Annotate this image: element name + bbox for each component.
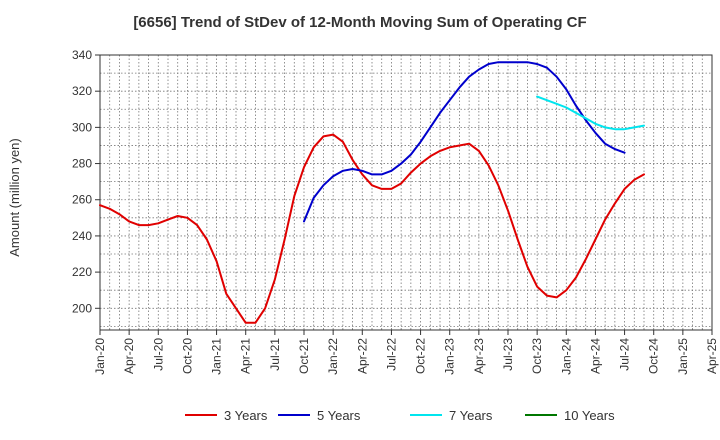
series-line-5-years (303, 61, 626, 223)
x-tick-label: Oct-20 (180, 338, 194, 374)
series-line-3-years (99, 133, 645, 324)
chart-title: [6656] Trend of StDev of 12-Month Moving… (133, 14, 587, 31)
legend-label-3-years: 3 Years (224, 408, 268, 423)
series-lines (99, 61, 645, 324)
x-tick-label: Apr-22 (355, 338, 369, 374)
x-tick-label: Oct-24 (647, 338, 661, 374)
x-tick-label: Oct-21 (297, 338, 311, 374)
y-tick-label: 340 (72, 48, 92, 62)
legend-label-7-years: 7 Years (449, 408, 493, 423)
legend: 3 Years 5 Years 7 Years 10 Years (185, 408, 615, 423)
x-tick-label: Jan-23 (443, 338, 457, 375)
x-axis-ticks: Jan-20 Apr-20 Jul-20 Oct-20 Jan-21 Apr-21 Jul-… (93, 330, 719, 375)
y-tick-label: 300 (72, 120, 92, 134)
x-tick-label: Oct-23 (530, 338, 544, 374)
y-tick-label: 280 (72, 157, 92, 171)
y-tick-label: 260 (72, 193, 92, 207)
x-tick-label: Jan-25 (676, 338, 690, 375)
grid-lines (100, 55, 712, 330)
x-tick-label: Jan-21 (210, 338, 224, 375)
y-tick-label: 220 (72, 265, 92, 279)
plot-area-frame (99, 54, 713, 331)
x-tick-label: Jul-22 (384, 338, 398, 371)
x-tick-label: Apr-23 (472, 338, 486, 374)
y-axis-label: Amount (million yen) (7, 138, 22, 257)
series-line-7-years (536, 95, 645, 131)
x-tick-label: Jan-20 (93, 338, 107, 375)
legend-label-10-years: 10 Years (564, 408, 615, 423)
x-tick-label: Oct-22 (414, 338, 428, 374)
x-tick-label: Jul-24 (618, 338, 632, 371)
x-tick-label: Apr-21 (239, 338, 253, 374)
legend-label-5-years: 5 Years (317, 408, 361, 423)
x-tick-label: Apr-20 (122, 338, 136, 374)
x-tick-label: Jul-21 (268, 338, 282, 371)
x-tick-label: Jan-24 (559, 338, 573, 375)
x-tick-label: Apr-24 (588, 338, 602, 374)
x-tick-label: Jul-23 (501, 338, 515, 371)
x-tick-label: Jan-22 (326, 338, 340, 375)
y-tick-label: 240 (72, 229, 92, 243)
y-tick-label: 200 (72, 301, 92, 315)
x-tick-label: Jul-20 (151, 338, 165, 371)
x-tick-label: Apr-25 (705, 338, 719, 374)
y-axis-ticks: 200 220 240 260 280 300 320 340 (72, 48, 100, 315)
y-tick-label: 320 (72, 84, 92, 98)
